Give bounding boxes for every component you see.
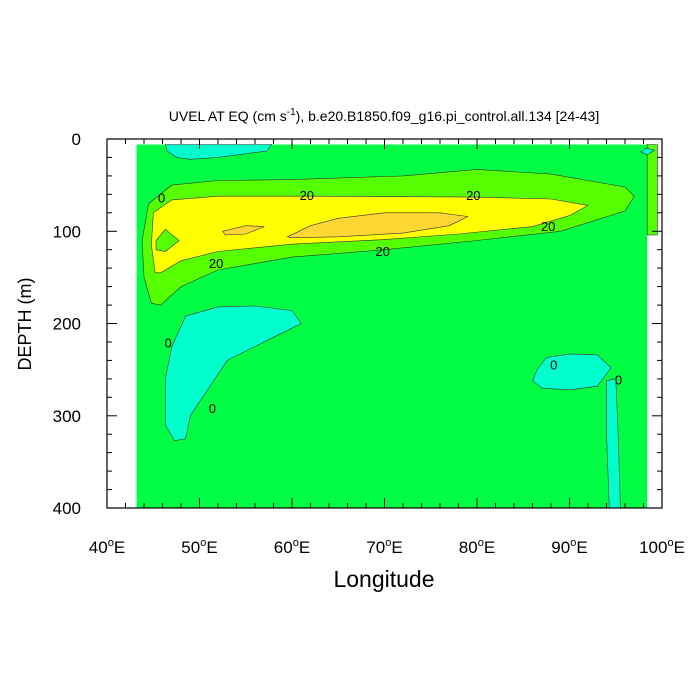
y-tick-label-2: 200	[53, 315, 81, 334]
contour-region-10	[222, 225, 265, 236]
plot-area	[136, 144, 658, 509]
contour-label-2: 20	[541, 219, 555, 234]
x-tick-label-2: 60oE	[274, 537, 310, 557]
x-tick-label-6: 100oE	[639, 537, 685, 557]
contour-region-9	[286, 212, 469, 239]
chart-title-superscript: -1	[287, 107, 296, 118]
chart-title-suffix: ), b.e20.B1850.f09_g16.pi_control.all.13…	[296, 108, 600, 124]
contour-labels: 20 20 20 20 20 0 0 0 0 0	[158, 188, 622, 416]
axes: 40oE 50oE 60oE 70oE 80oE 90oE 100oE01002003004…	[53, 130, 685, 557]
contour-label-6: 0	[164, 335, 171, 350]
x-tick-label-3: 70oE	[366, 537, 402, 557]
x-tick-label-5: 90oE	[551, 537, 587, 557]
x-axis-title: Longitude	[333, 566, 434, 592]
contour-label-3: 20	[375, 244, 389, 259]
contour-region-4	[165, 305, 302, 442]
chart-title-prefix: UVEL AT EQ (cm s	[169, 108, 287, 124]
contour-region-11	[155, 228, 180, 252]
y-tick-label-4: 400	[53, 499, 81, 518]
chart-title: UVEL AT EQ (cm s-1), b.e20.B1850.f09_g16…	[169, 107, 599, 124]
x-tick-label-1: 50oE	[181, 537, 217, 557]
contour-region-2	[164, 144, 273, 160]
contour-region-3	[640, 147, 656, 156]
contour-region-1	[646, 144, 658, 236]
x-tick-label-0: 40oE	[89, 537, 125, 557]
contour-region-5	[532, 353, 612, 391]
contour-label-0: 20	[300, 188, 314, 203]
contour-label-1: 20	[466, 188, 480, 203]
x-tick-label-4: 80oE	[459, 537, 495, 557]
y-axis-title: DEPTH (m)	[15, 278, 35, 371]
y-tick-label-0: 0	[72, 130, 81, 149]
y-tick-label-1: 100	[53, 222, 81, 241]
contour-label-4: 20	[209, 256, 223, 271]
contour-label-7: 0	[209, 401, 216, 416]
y-tick-label-3: 300	[53, 407, 81, 426]
contour-label-9: 0	[615, 372, 622, 387]
contour-label-8: 0	[550, 358, 557, 373]
contour-label-5: 0	[158, 191, 165, 206]
